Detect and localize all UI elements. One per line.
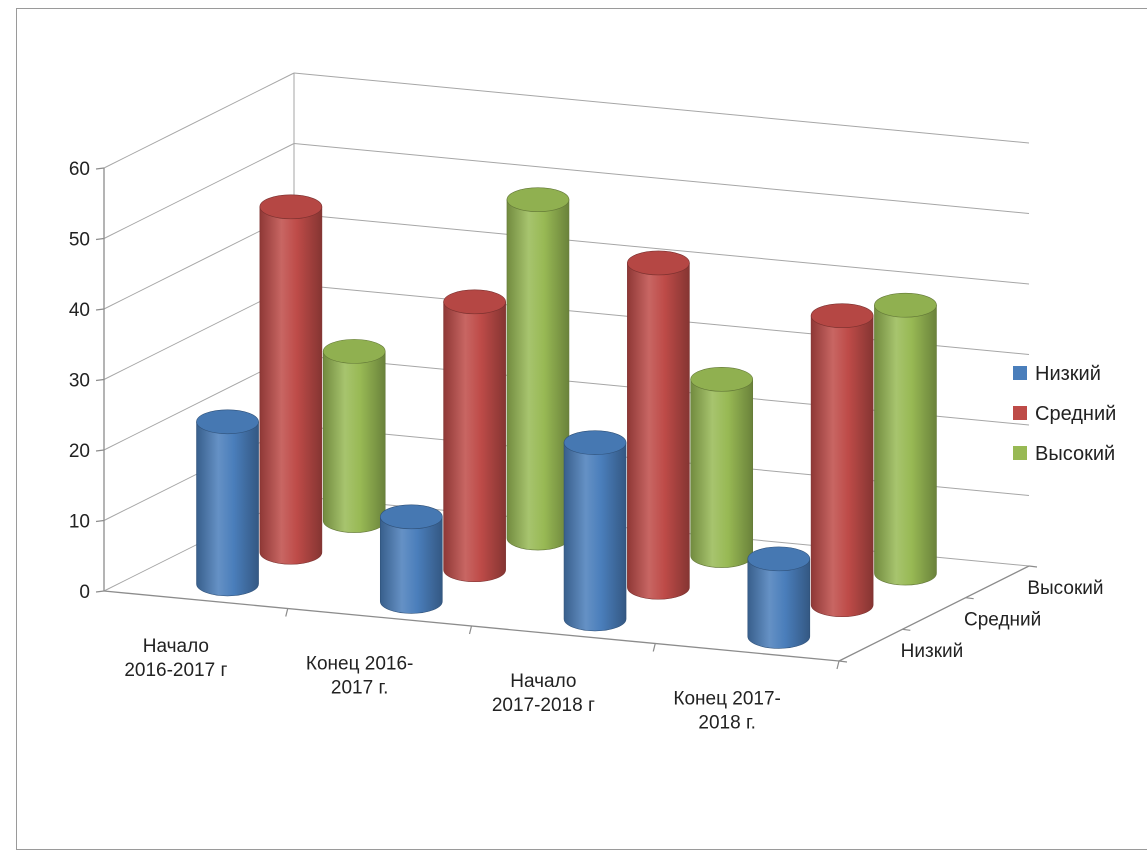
cylinder-bar bbox=[810, 303, 874, 618]
cylinder-body bbox=[443, 301, 506, 583]
cylinder-top bbox=[810, 303, 874, 329]
x-category-label-line: Начало bbox=[143, 636, 209, 657]
x-tick-mark bbox=[285, 608, 289, 617]
depth-tick-mark bbox=[902, 628, 911, 631]
cylinder-bar bbox=[443, 289, 506, 583]
depth-tick-mark bbox=[838, 660, 848, 663]
gridline-back bbox=[293, 72, 1030, 144]
gridline-side bbox=[103, 72, 295, 169]
x-category-label: Конец 2017- 2018 г. bbox=[673, 688, 780, 733]
cylinder-body bbox=[563, 442, 627, 632]
legend-swatch bbox=[1013, 406, 1027, 420]
cylinder-bar bbox=[259, 194, 323, 565]
cylinder-top bbox=[874, 292, 937, 318]
y-tick-label: 20 bbox=[69, 441, 90, 462]
cylinder-bar bbox=[874, 292, 937, 586]
x-category-label-line: Конец 2016- bbox=[306, 653, 413, 674]
cylinder-body bbox=[747, 558, 811, 649]
gridline-back bbox=[293, 213, 1030, 285]
y-tick-label: 40 bbox=[69, 300, 90, 321]
y-tick-mark bbox=[95, 167, 105, 170]
cylinder-bar bbox=[506, 187, 570, 551]
chart-labels: 0 10 20 30 40 50 60 Начало 2016-2017 г Конец 2016… bbox=[69, 159, 1104, 733]
y-tick-mark bbox=[95, 449, 105, 452]
cylinder-body bbox=[506, 199, 570, 551]
cylinder-bar bbox=[747, 546, 811, 649]
x-category-label: Конец 2016- 2017 г. bbox=[306, 653, 413, 698]
cylinder-top bbox=[196, 409, 259, 435]
cylinder-top bbox=[627, 250, 690, 276]
depth-tick-mark bbox=[1028, 565, 1038, 568]
y-tick-mark bbox=[95, 519, 105, 523]
x-category-label: Начало 2016-2017 г bbox=[124, 636, 227, 681]
cylinder-bar bbox=[627, 250, 690, 600]
legend-swatch bbox=[1013, 446, 1027, 460]
cylinder-bar bbox=[322, 339, 386, 533]
cylinder-body bbox=[196, 421, 259, 597]
y-tick-label: 60 bbox=[69, 159, 90, 180]
x-category-label-line: 2017-2018 г bbox=[492, 695, 595, 716]
cylinder-body bbox=[690, 379, 754, 568]
x-category-label-line: Конец 2017- bbox=[673, 688, 780, 709]
depth-series-label: Низкий bbox=[901, 641, 964, 662]
x-category-label-line: 2016-2017 г bbox=[124, 660, 227, 681]
chart-3d-column: 0 10 20 30 40 50 60 Начало 2016-2017 г Конец 2016… bbox=[69, 72, 1116, 733]
cylinder-top bbox=[322, 339, 386, 364]
cylinder-body bbox=[259, 206, 323, 565]
x-category-label-line: Начало bbox=[510, 671, 576, 692]
cylinder-body bbox=[322, 351, 386, 533]
cylinder-bar bbox=[196, 409, 259, 597]
cylinder-body bbox=[874, 304, 937, 586]
x-category-label: Начало 2017-2018 г bbox=[492, 671, 595, 716]
y-tick-mark bbox=[95, 237, 105, 241]
gridline-back bbox=[293, 143, 1030, 214]
depth-tick-mark bbox=[965, 597, 974, 600]
x-category-label-line: 2017 г. bbox=[331, 677, 388, 698]
cylinder-top bbox=[506, 187, 570, 212]
cylinder-bar bbox=[379, 504, 443, 614]
x-category-label-line: 2018 г. bbox=[698, 712, 755, 733]
y-tick-mark bbox=[95, 590, 105, 593]
cylinder-top bbox=[690, 367, 754, 392]
depth-series-label: Средний bbox=[964, 610, 1041, 631]
depth-series-label: Высокий bbox=[1027, 578, 1103, 599]
chart-bars bbox=[196, 187, 937, 649]
x-tick-mark bbox=[468, 625, 473, 635]
cylinder-body bbox=[627, 262, 690, 600]
cylinder-top bbox=[563, 430, 627, 455]
cylinder-top bbox=[379, 504, 443, 530]
y-tick-label: 10 bbox=[69, 512, 90, 533]
cylinder-body bbox=[379, 516, 443, 614]
legend-label: Высокий bbox=[1035, 443, 1115, 465]
cylinder-bar bbox=[563, 430, 627, 632]
y-tick-mark bbox=[95, 308, 105, 311]
legend-label: Средний bbox=[1035, 403, 1116, 425]
y-tick-mark bbox=[95, 378, 105, 382]
x-tick-mark bbox=[836, 660, 840, 670]
y-tick-label: 50 bbox=[69, 230, 90, 251]
cylinder-top bbox=[747, 546, 811, 572]
y-tick-label: 0 bbox=[79, 582, 90, 603]
legend-swatch bbox=[1013, 366, 1027, 380]
x-tick-mark bbox=[652, 643, 656, 652]
legend-label: Низкий bbox=[1035, 363, 1101, 385]
cylinder-top bbox=[443, 289, 506, 315]
cylinder-top bbox=[259, 194, 323, 220]
chart-legend: Низкий Средний Высокий bbox=[1013, 363, 1116, 465]
gridline-side bbox=[103, 143, 295, 239]
y-tick-label: 30 bbox=[69, 371, 90, 392]
cylinder-bar bbox=[690, 367, 754, 568]
cylinder-body bbox=[810, 315, 874, 618]
depth-axis-line bbox=[838, 565, 1030, 662]
